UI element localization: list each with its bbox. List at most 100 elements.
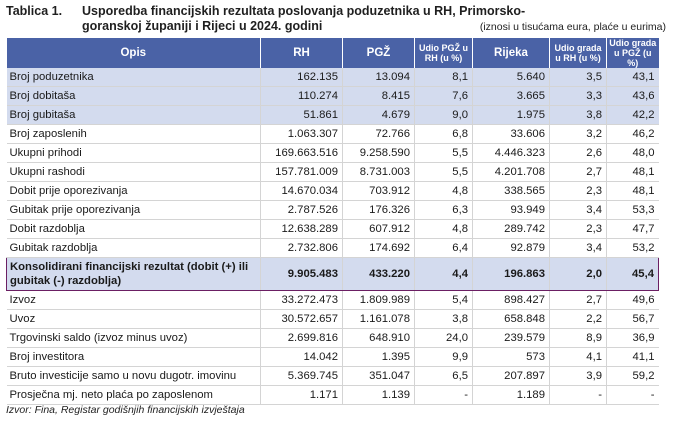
- cell-udio-grada-pgz: 59,2: [606, 366, 659, 386]
- cell-pgz: 351.047: [342, 366, 415, 386]
- cell-pgz: 174.692: [342, 238, 415, 258]
- cell-udio-grada-rh: 3,4: [549, 200, 607, 220]
- cell-udio-grada-rh: 4,1: [549, 347, 607, 367]
- cell-udio-pgz-rh: 8,1: [414, 68, 473, 87]
- cell-udio-grada-pgz: 53,3: [606, 200, 659, 220]
- cell-pgz: 72.766: [342, 124, 415, 144]
- table-row: Prosječna mj. neto plaća po zaposlenom 1.…: [6, 385, 659, 405]
- cell-opis: Bruto investicije samo u novu dugotr. im…: [6, 366, 261, 386]
- cell-rijeka: 289.742: [472, 219, 550, 239]
- header-rh: RH: [260, 38, 343, 68]
- table-row: Trgovinski saldo (izvoz minus uvoz) 2.699…: [6, 328, 659, 348]
- cell-rijeka: 3.665: [472, 86, 550, 106]
- cell-udio-grada-pgz: 42,2: [606, 105, 659, 125]
- cell-udio-grada-rh: 2,6: [549, 143, 607, 163]
- table-row: Broj dobitaša 110.274 8.415 7,6 3.665 3,3 43,6: [6, 86, 659, 106]
- cell-udio-pgz-rh: 4,8: [414, 219, 473, 239]
- cell-rijeka: 92.879: [472, 238, 550, 258]
- cell-udio-pgz-rh: 3,8: [414, 309, 473, 329]
- cell-rijeka: 93.949: [472, 200, 550, 220]
- table-row: Gubitak prije oporezivanja 2.787.526 176.3…: [6, 200, 659, 220]
- table-caption: Tablica 1. Usporedba financijskih rezult…: [6, 4, 672, 38]
- table-title: Usporedba financijskih rezultata poslova…: [82, 4, 526, 33]
- cell-udio-grada-pgz: 36,9: [606, 328, 659, 348]
- cell-pgz: 9.258.590: [342, 143, 415, 163]
- cell-udio-grada-rh: 8,9: [549, 328, 607, 348]
- cell-rijeka: 4.201.708: [472, 162, 550, 182]
- cell-udio-grada-pgz: 49,6: [606, 290, 659, 310]
- cell-opis: Gubitak prije oporezivanja: [6, 200, 261, 220]
- table-row: Dobit razdoblja 12.638.289 607.912 4,8 289.7…: [6, 219, 659, 239]
- cell-rijeka: 5.640: [472, 68, 550, 87]
- cell-pgz: 176.326: [342, 200, 415, 220]
- cell-udio-grada-pgz: 43,6: [606, 86, 659, 106]
- cell-opis: Konsolidirani financijski rezultat (dobi…: [6, 257, 261, 291]
- cell-rh: 30.572.657: [260, 309, 343, 329]
- cell-rijeka: 573: [472, 347, 550, 367]
- cell-rijeka: 338.565: [472, 181, 550, 201]
- table-row: Broj investitora 14.042 1.395 9,9 573 4,1 41,1: [6, 347, 659, 367]
- cell-pgz: 1.139: [342, 385, 415, 405]
- cell-udio-pgz-rh: 7,6: [414, 86, 473, 106]
- cell-rijeka: 33.606: [472, 124, 550, 144]
- cell-udio-grada-pgz: 48,1: [606, 181, 659, 201]
- cell-opis: Broj poduzetnika: [6, 68, 261, 87]
- cell-pgz: 1.395: [342, 347, 415, 367]
- table-row: Uvoz 30.572.657 1.161.078 3,8 658.848 2,2 56,7: [6, 309, 659, 329]
- table-row: Broj zaposlenih 1.063.307 72.766 6,8 33.606 3…: [6, 124, 659, 144]
- cell-opis: Broj zaposlenih: [6, 124, 261, 144]
- cell-udio-pgz-rh: 5,5: [414, 143, 473, 163]
- header-udio-pgz-rh: Udio PGŽ u RH (u %): [414, 38, 473, 68]
- cell-rijeka: 196.863: [472, 257, 550, 291]
- table-row: Gubitak razdoblja 2.732.806 174.692 6,4 92.8…: [6, 238, 659, 258]
- cell-udio-pgz-rh: 24,0: [414, 328, 473, 348]
- source-note: Izvor: Fina, Registar godišnjih financij…: [6, 404, 245, 416]
- table-row: Ukupni rashodi 157.781.009 8.731.003 5,5 4.2…: [6, 162, 659, 182]
- cell-udio-pgz-rh: 6,3: [414, 200, 473, 220]
- cell-udio-pgz-rh: 6,5: [414, 366, 473, 386]
- cell-rh: 2.787.526: [260, 200, 343, 220]
- table-row: Bruto investicije samo u novu dugotr. im…: [6, 366, 659, 386]
- cell-opis: Izvoz: [6, 290, 261, 310]
- cell-pgz: 4.679: [342, 105, 415, 125]
- cell-rh: 162.135: [260, 68, 343, 87]
- cell-opis: Uvoz: [6, 309, 261, 329]
- cell-udio-grada-rh: 3,9: [549, 366, 607, 386]
- cell-udio-grada-rh: 3,4: [549, 238, 607, 258]
- cell-udio-grada-pgz: 53,2: [606, 238, 659, 258]
- cell-udio-grada-pgz: 46,2: [606, 124, 659, 144]
- cell-rh: 14.670.034: [260, 181, 343, 201]
- cell-udio-grada-rh: 2,0: [549, 257, 607, 291]
- cell-udio-grada-pgz: 56,7: [606, 309, 659, 329]
- cell-udio-grada-rh: 2,3: [549, 181, 607, 201]
- financial-results-table: Opis RH PGŽ Udio PGŽ u RH (u %) Rijeka U…: [6, 38, 659, 405]
- cell-pgz: 703.912: [342, 181, 415, 201]
- cell-rh: 51.861: [260, 105, 343, 125]
- cell-opis: Ukupni prihodi: [6, 143, 261, 163]
- cell-opis: Gubitak razdoblja: [6, 238, 261, 258]
- cell-udio-pgz-rh: -: [414, 385, 473, 405]
- cell-pgz: 1.809.989: [342, 290, 415, 310]
- cell-rh: 1.171: [260, 385, 343, 405]
- cell-pgz: 13.094: [342, 68, 415, 87]
- cell-rh: 157.781.009: [260, 162, 343, 182]
- cell-udio-grada-rh: 3,5: [549, 68, 607, 87]
- cell-udio-pgz-rh: 4,8: [414, 181, 473, 201]
- table-row: Ukupni prihodi 169.663.516 9.258.590 5,5 4.4…: [6, 143, 659, 163]
- cell-pgz: 1.161.078: [342, 309, 415, 329]
- header-pgz: PGŽ: [342, 38, 415, 68]
- cell-udio-grada-pgz: 47,7: [606, 219, 659, 239]
- cell-rh: 12.638.289: [260, 219, 343, 239]
- cell-rh: 169.663.516: [260, 143, 343, 163]
- table-row: Dobit prije oporezivanja 14.670.034 703.91…: [6, 181, 659, 201]
- cell-udio-grada-rh: 3,2: [549, 124, 607, 144]
- cell-udio-grada-pgz: 41,1: [606, 347, 659, 367]
- units-note: (iznosi u tisućama eura, plaće u eurima): [479, 21, 666, 33]
- cell-udio-grada-rh: 2,3: [549, 219, 607, 239]
- table-label: Tablica 1.: [6, 4, 63, 18]
- table-row: Broj gubitaša 51.861 4.679 9,0 1.975 3,8 42,2: [6, 105, 659, 125]
- cell-udio-pgz-rh: 9,0: [414, 105, 473, 125]
- cell-rijeka: 658.848: [472, 309, 550, 329]
- cell-opis: Trgovinski saldo (izvoz minus uvoz): [6, 328, 261, 348]
- cell-rh: 2.732.806: [260, 238, 343, 258]
